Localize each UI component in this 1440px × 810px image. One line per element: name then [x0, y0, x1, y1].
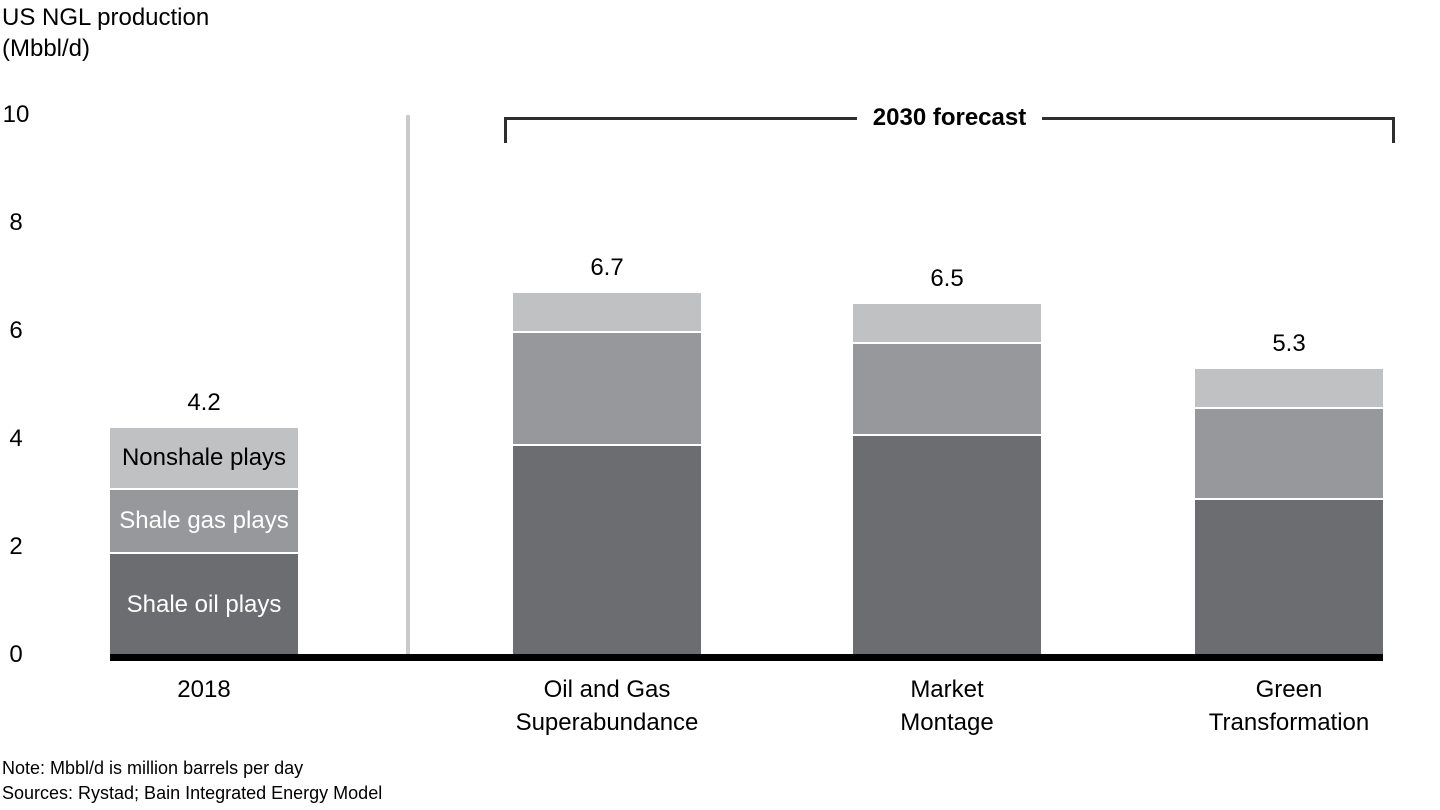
- x-axis-label-green-transformation: Green Transformation: [1129, 673, 1440, 739]
- bar-2018: Nonshale plays Shale gas plays Shale oil p…: [110, 428, 298, 655]
- bar-oil-and-gas-superabundance: [513, 293, 701, 655]
- value-label-oil-and-gas-superabundance: 6.7: [590, 254, 624, 282]
- segment-green-transformation-shale-oil-plays: [1195, 498, 1383, 655]
- y-axis-tick-6: 6: [9, 317, 23, 344]
- legend-label-shale-gas-plays: Shale gas plays: [119, 506, 289, 534]
- segment-green-transformation-shale-gas-plays: [1195, 406, 1383, 499]
- legend-label-shale-oil-plays: Shale oil plays: [126, 590, 282, 618]
- segment-2018-shale-oil-plays: Shale oil plays: [110, 552, 298, 655]
- x-axis-label-2018: 2018: [44, 673, 364, 706]
- bracket-line-right: [1042, 116, 1395, 120]
- segment-2018-nonshale-plays: Nonshale plays: [110, 428, 298, 488]
- segment-market-montage-shale-gas-plays: [853, 341, 1041, 434]
- x-axis-label-line: Transformation: [1208, 709, 1370, 736]
- value-label-market-montage: 6.5: [930, 265, 964, 292]
- y-axis-tick-8: 8: [9, 209, 23, 236]
- actual-forecast-divider-line: [406, 115, 410, 655]
- bracket-row: 2030 forecast: [504, 104, 1395, 132]
- x-axis-label-line: Montage: [900, 709, 994, 736]
- bar-market-montage: [853, 304, 1041, 655]
- bracket-right-tick: [1392, 117, 1395, 143]
- x-axis-label-line: Superabundance: [515, 709, 699, 736]
- value-label-green-transformation: 5.3: [1272, 329, 1306, 357]
- x-axis-label-line: Green: [1255, 676, 1323, 703]
- note-line: Note: Mbbl/d is million barrels per day: [2, 758, 304, 778]
- sources-line: Sources: Rystad; Bain Integrated Energy …: [2, 783, 383, 803]
- value-label-2018: 4.2: [187, 389, 221, 417]
- segment-market-montage-nonshale-plays: [853, 304, 1041, 342]
- x-axis-label-market-montage: Market Montage: [787, 673, 1107, 739]
- segment-market-montage-shale-oil-plays: [853, 433, 1041, 655]
- x-axis-label-line: Oil and Gas: [543, 676, 671, 703]
- bracket-left-tick: [504, 117, 507, 143]
- segment-2018-shale-gas-plays: Shale gas plays: [110, 487, 298, 553]
- y-axis-tick-2: 2: [9, 533, 23, 560]
- segment-oil-and-gas-superabundance-nonshale-plays: [513, 293, 701, 331]
- forecast-label: 2030 forecast: [872, 104, 1027, 131]
- segment-oil-and-gas-superabundance-shale-gas-plays: [513, 331, 701, 445]
- chart-title: US NGL production (Mbbl/d): [2, 2, 209, 64]
- chart-title-unit: (Mbbl/d): [2, 35, 91, 62]
- x-axis-label-line: Market: [910, 676, 984, 703]
- x-axis-line: [110, 654, 1383, 661]
- bar-green-transformation: [1195, 368, 1383, 655]
- x-axis-label-oil-and-gas-superabundance: Oil and Gas Superabundance: [447, 673, 767, 739]
- x-axis-label-line: 2018: [177, 676, 231, 703]
- chart-title-line1: US NGL production: [2, 4, 210, 31]
- y-axis-tick-0: 0: [9, 641, 23, 668]
- segment-green-transformation-nonshale-plays: [1195, 368, 1383, 407]
- forecast-bracket: 2030 forecast: [504, 104, 1395, 143]
- y-axis-tick-10: 10: [2, 101, 30, 128]
- footnotes: Note: Mbbl/d is million barrels per day …: [2, 756, 382, 806]
- segment-oil-and-gas-superabundance-shale-oil-plays: [513, 444, 701, 655]
- legend-label-nonshale-plays: Nonshale plays: [121, 443, 287, 471]
- bracket-line-left: [504, 116, 857, 120]
- y-axis-tick-4: 4: [9, 425, 23, 452]
